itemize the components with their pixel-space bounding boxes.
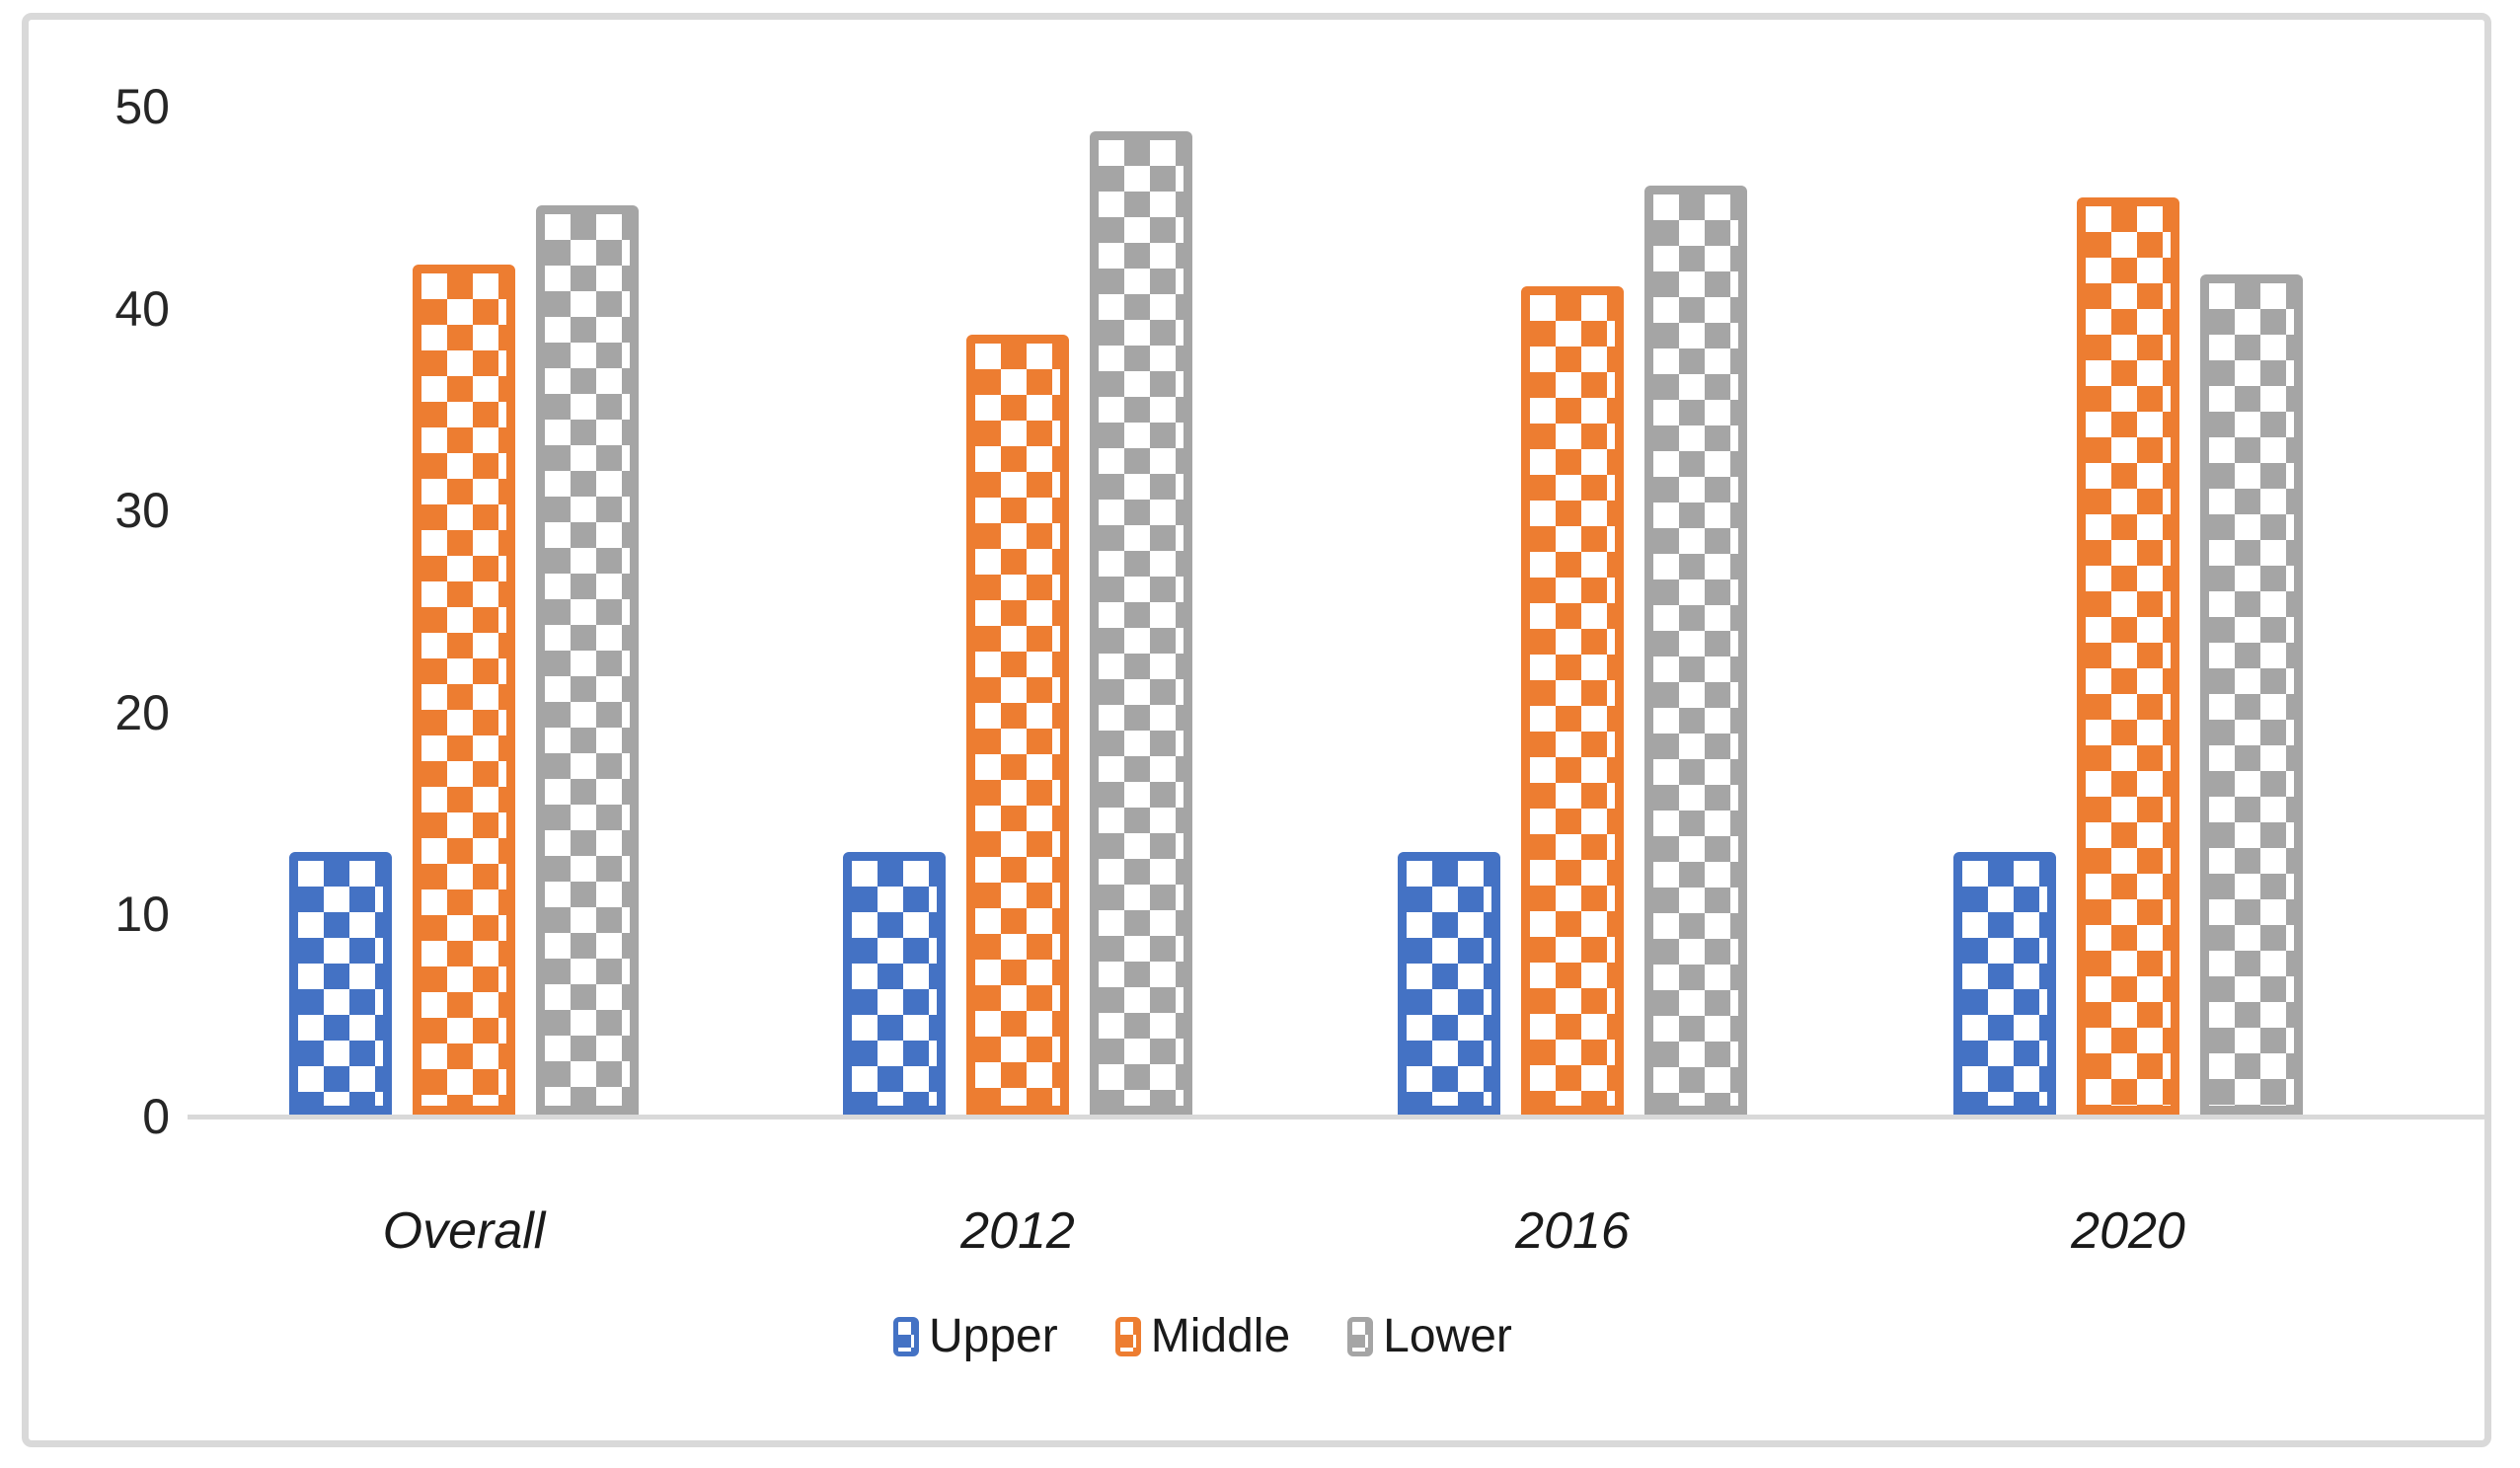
x-category-label-2016: 2016 (1515, 1202, 1630, 1260)
bar-lower-2016 (1644, 186, 1747, 1115)
legend-item-upper: Upper (893, 1309, 1058, 1364)
x-category-label-overall: Overall (382, 1202, 546, 1260)
y-tick-label-20: 20 (115, 684, 170, 740)
bar-lower-2020 (2200, 274, 2303, 1115)
bar-lower-overall (536, 205, 639, 1115)
bar-upper-2012 (843, 852, 946, 1115)
legend-item-middle: Middle (1114, 1309, 1291, 1364)
legend-label-lower: Lower (1383, 1310, 1512, 1362)
bar-middle-2020 (2077, 197, 2179, 1115)
legend-swatch-middle-icon (1114, 1317, 1141, 1356)
y-tick-label-0: 0 (142, 1089, 170, 1144)
y-tick-label-30: 30 (115, 483, 170, 539)
x-category-label-2020: 2020 (2071, 1202, 2185, 1260)
y-tick-label-50: 50 (115, 79, 170, 134)
x-category-label-2012: 2012 (960, 1202, 1075, 1260)
bar-middle-2012 (966, 335, 1069, 1115)
bar-upper-2016 (1398, 852, 1500, 1115)
x-axis-line (188, 1115, 2487, 1120)
legend-label-upper: Upper (929, 1310, 1058, 1362)
legend-label-middle: Middle (1150, 1310, 1291, 1362)
bar-upper-2020 (1953, 852, 2056, 1115)
legend: Upper Middle Lower (893, 1309, 1512, 1364)
legend-item-lower: Lower (1347, 1309, 1512, 1364)
bar-lower-2012 (1090, 131, 1192, 1115)
legend-swatch-upper-icon (893, 1317, 919, 1356)
bar-middle-2016 (1521, 286, 1624, 1115)
bar-upper-overall (289, 852, 392, 1115)
bar-middle-overall (413, 265, 515, 1115)
y-tick-label-10: 10 (115, 887, 170, 943)
y-tick-label-40: 40 (115, 280, 170, 337)
legend-swatch-lower-icon (1347, 1317, 1374, 1356)
